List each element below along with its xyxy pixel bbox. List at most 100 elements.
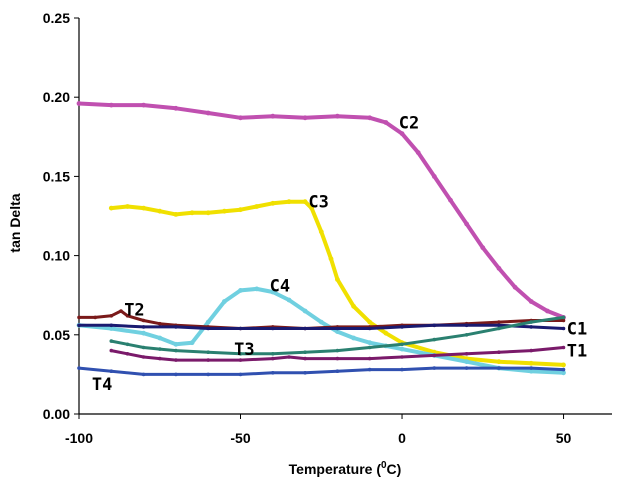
data-point — [286, 297, 292, 303]
y-tick-label: 0.00 — [43, 406, 70, 422]
data-point — [529, 348, 533, 353]
series-c1 — [77, 323, 566, 331]
data-point — [174, 358, 178, 362]
data-point — [561, 370, 566, 376]
data-point — [141, 325, 146, 329]
data-point — [335, 113, 340, 119]
data-point — [125, 352, 130, 356]
data-point — [497, 350, 501, 355]
data-point — [205, 110, 211, 116]
data-point — [125, 204, 130, 209]
data-point — [303, 356, 307, 361]
y-tick-label: 0.10 — [43, 248, 70, 264]
data-point — [318, 229, 324, 235]
data-point — [108, 205, 114, 211]
data-point — [189, 210, 195, 216]
data-point — [383, 120, 389, 125]
data-point — [432, 323, 437, 328]
data-point — [271, 356, 275, 361]
data-point — [400, 325, 404, 329]
data-point — [431, 174, 437, 179]
data-point — [367, 115, 373, 121]
data-point — [174, 372, 178, 377]
data-point — [141, 205, 147, 211]
data-point — [238, 326, 243, 331]
data-point — [367, 356, 372, 361]
data-point — [351, 335, 356, 341]
data-point — [529, 325, 533, 329]
data-point — [464, 359, 469, 365]
data-point — [270, 289, 276, 295]
data-point — [432, 366, 437, 370]
data-point — [303, 350, 307, 355]
series-label-t1: T1 — [567, 342, 587, 362]
data-point — [302, 308, 308, 314]
data-point — [271, 352, 275, 356]
data-point — [108, 102, 114, 108]
data-point — [119, 309, 123, 313]
data-point — [335, 356, 340, 361]
data-point — [464, 352, 469, 356]
y-tick-label: 0.05 — [43, 327, 70, 343]
data-point — [286, 199, 292, 205]
data-point — [400, 342, 404, 347]
data-point — [367, 345, 372, 350]
x-tick-label: -50 — [230, 430, 250, 446]
series-label-c4: C4 — [270, 277, 290, 297]
series-c3 — [108, 199, 566, 368]
data-point — [238, 372, 243, 377]
x-axis-title: Temperature (0C) — [289, 460, 402, 477]
data-point — [545, 308, 550, 314]
data-point — [400, 367, 404, 372]
series-label-t2: T2 — [124, 301, 144, 321]
series-line-t4 — [77, 366, 565, 376]
x-axis-title-main: Temperature ( — [289, 461, 382, 477]
data-point — [77, 315, 81, 320]
data-point — [109, 369, 114, 374]
data-point — [206, 358, 210, 362]
y-tick-label: 0.20 — [43, 89, 70, 105]
data-point — [367, 367, 372, 372]
data-point — [328, 256, 334, 262]
data-point — [141, 345, 146, 350]
data-point — [109, 314, 114, 318]
data-point — [173, 341, 179, 347]
data-point — [512, 284, 518, 290]
data-point — [93, 315, 97, 320]
y-tick-label: 0.25 — [43, 10, 70, 26]
data-point — [157, 335, 163, 341]
data-point — [141, 330, 147, 336]
data-point — [238, 207, 243, 213]
data-point — [238, 288, 243, 293]
data-point — [497, 320, 501, 324]
data-point — [367, 340, 373, 346]
series-line-c3 — [109, 199, 566, 367]
data-point — [158, 321, 162, 326]
data-point — [335, 277, 340, 282]
data-point — [254, 204, 260, 209]
series-t1 — [109, 345, 566, 362]
data-point — [561, 362, 566, 368]
data-point — [448, 197, 453, 203]
y-tick-label: 0.15 — [43, 168, 70, 184]
data-point — [174, 348, 178, 353]
data-point — [367, 319, 373, 325]
data-point — [303, 371, 307, 375]
data-point — [561, 315, 566, 320]
annotation-layer: C2 C3 C4 T2 C1 T3 T1 T4 — [92, 114, 587, 395]
series-line-c2 — [77, 101, 566, 320]
data-point — [270, 113, 276, 119]
x-axis-title-sup: 0 — [381, 460, 387, 471]
data-point — [528, 299, 534, 304]
data-point — [205, 210, 211, 216]
data-point — [351, 303, 356, 309]
data-point — [464, 333, 469, 337]
data-point — [173, 105, 179, 111]
data-point — [157, 208, 163, 214]
data-point — [464, 366, 469, 370]
data-point — [222, 208, 227, 214]
data-point — [205, 319, 211, 325]
series-layer — [76, 101, 566, 377]
data-point — [335, 329, 340, 334]
data-point — [125, 342, 130, 347]
